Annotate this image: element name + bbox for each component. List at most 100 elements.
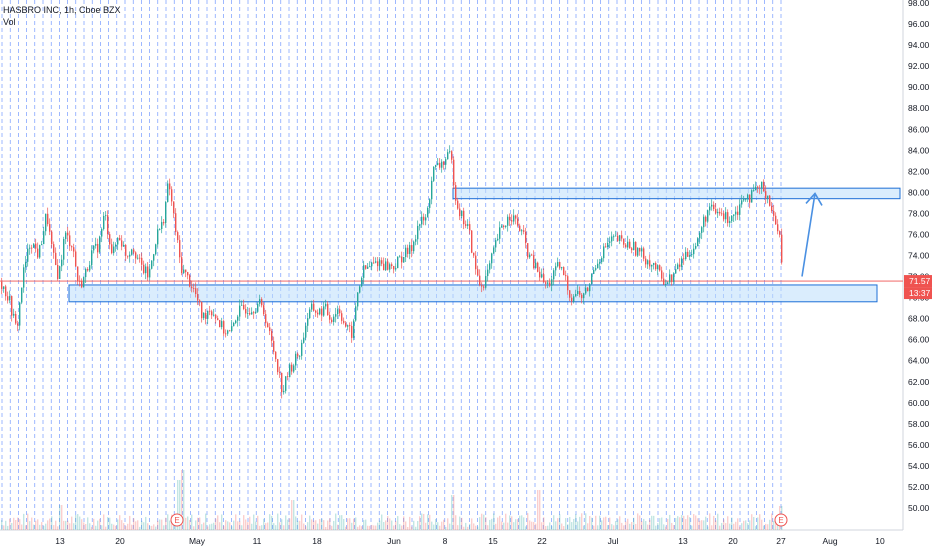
volume-bar [527,513,529,530]
volume-bar [207,526,209,530]
candle-body [543,274,545,283]
volume-bar [545,526,547,530]
volume-bar [319,519,321,530]
volume-bar [19,519,21,530]
time-tick-label: Jun [387,536,401,546]
candle-body [239,305,241,317]
volume-bar [661,517,663,530]
volume-bar [405,521,407,530]
candle-body [491,253,493,264]
volume-bar [179,480,181,530]
candle-body [311,303,313,310]
volume-bar [263,518,265,530]
candle-body [357,292,359,307]
candle-body [487,269,489,277]
volume-bar [445,526,447,530]
candle-body [781,234,783,263]
candle-body [343,320,345,323]
candle-body [505,225,507,227]
candle-body [489,263,491,270]
volume-bar [519,515,521,530]
candle-body [463,210,465,225]
volume-bar [385,520,387,530]
price-tick-label: 94.00 [908,40,930,50]
volume-bar [725,523,727,530]
candle-body [523,230,525,232]
candle-body [415,239,417,242]
candle-body [161,222,163,230]
earnings-marker [170,513,184,527]
volume-bar [489,519,491,530]
volume-bar [749,520,751,530]
volume-bar [289,518,291,530]
volume-bar [35,520,37,530]
volume-bar [579,516,581,530]
volume-bar [719,525,721,530]
candle-body [417,225,419,240]
volume-bar [301,514,303,530]
volume-bar [709,513,711,530]
volume-bar [659,518,661,530]
candle-body [37,248,39,258]
volume-bar [311,519,313,530]
candle-body [537,262,539,272]
candle-body [681,258,683,267]
volume-bar [283,525,285,530]
volume-bar [677,516,679,530]
candle-body [227,330,229,334]
volume-bar [87,517,89,530]
volume-bar [195,520,197,530]
candle-body [611,236,613,242]
volume-bar [129,515,131,530]
candle-body [779,231,781,235]
candle-body [215,314,217,319]
volume-bar [127,523,129,530]
volume-bar [203,522,205,530]
volume-bar [401,525,403,530]
candle-body [499,227,501,239]
candle-body [199,300,201,303]
volume-bar [721,522,723,530]
volume-bar [429,514,431,530]
volume-bar [205,513,207,530]
volume-bar [461,517,463,530]
candle-body [657,265,659,270]
candle-body [125,244,127,256]
volume-bar [323,520,325,530]
volume-bar [469,523,471,530]
volume-bar [751,514,753,530]
candle-body [361,277,363,287]
volume-bar [219,522,221,530]
volume-bar [235,514,237,530]
candle-body [291,364,293,372]
volume-bar [259,525,261,530]
candle-body [445,159,447,165]
volume-bar [217,515,219,530]
candle-body [177,232,179,241]
volume-bar [369,525,371,530]
candle-body [599,262,601,264]
candle-body [345,322,347,327]
candle-body [451,151,453,160]
volume-bar [213,522,215,530]
volume-bar [99,518,101,530]
volume-bar [147,523,149,530]
candle-body [73,247,75,252]
volume-bar [37,519,39,530]
volume-bar [499,515,501,530]
candle-body [725,212,727,220]
candle-body [197,294,199,301]
candle-body [333,316,335,322]
price-tick-label: 98.00 [908,0,930,8]
candle-body [751,190,753,203]
volume-bar [365,519,367,530]
volume-bar [617,519,619,530]
candle-body [659,265,661,271]
candle-body [703,216,705,228]
volume-bar [307,522,309,530]
volume-bar [421,513,423,530]
candle-body [57,264,59,279]
candle-body [235,320,237,324]
volume-bar [65,520,67,530]
